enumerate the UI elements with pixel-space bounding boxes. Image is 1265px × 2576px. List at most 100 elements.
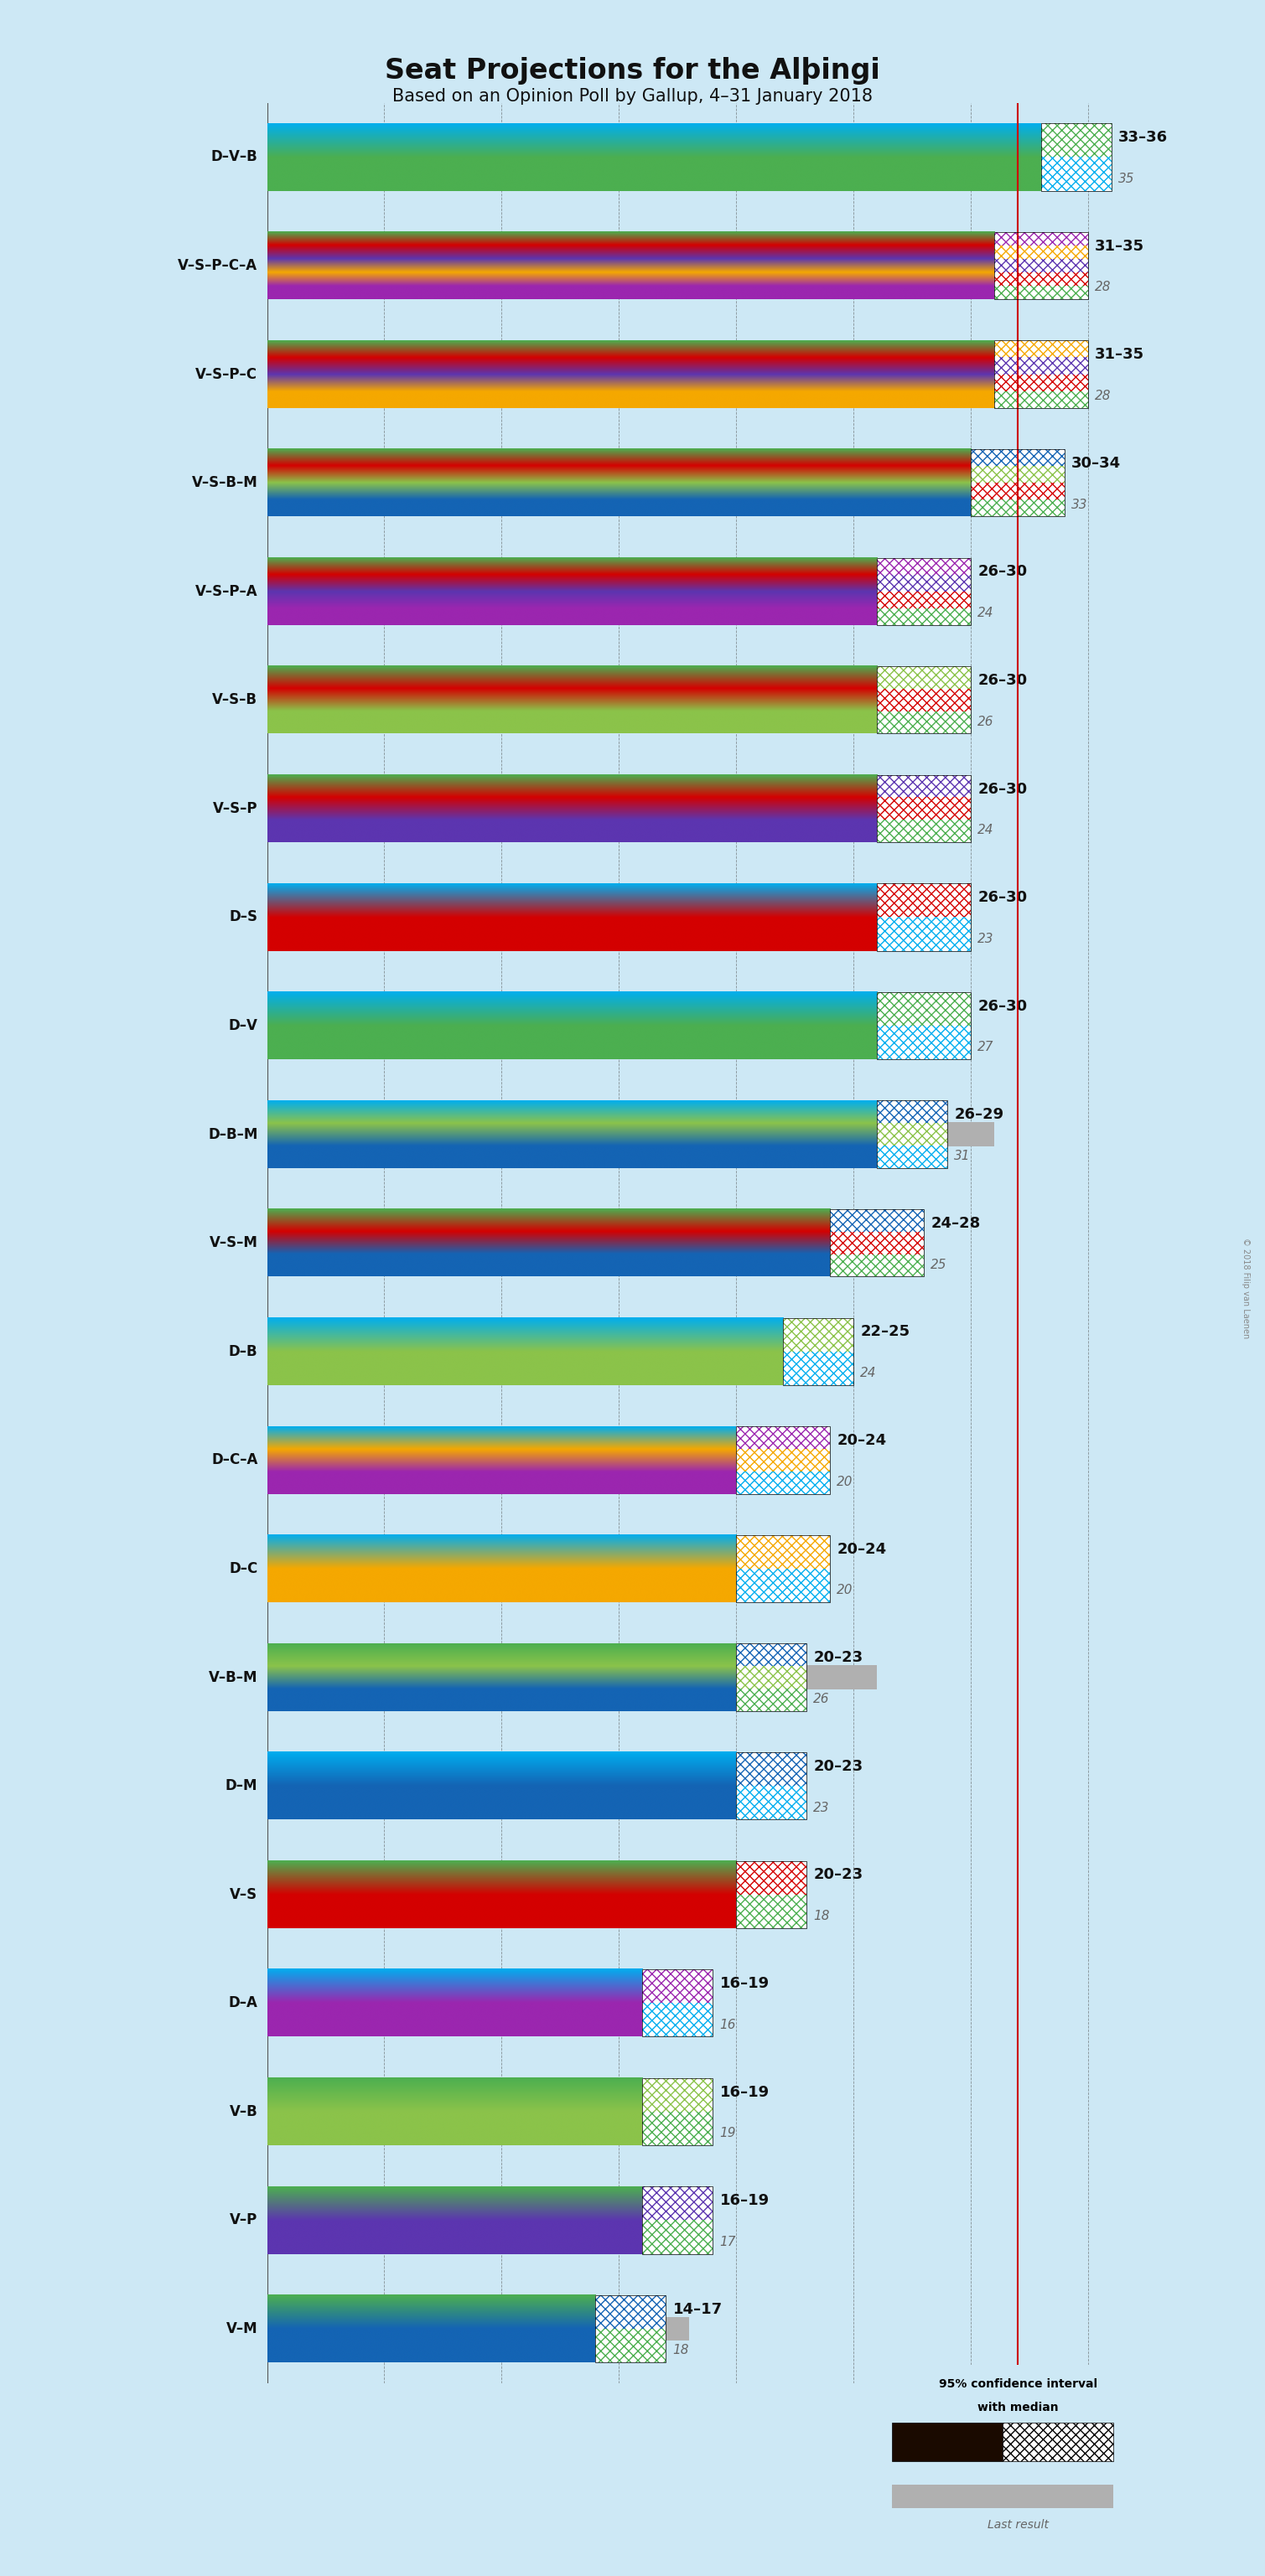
Text: V–S–P–C–A: V–S–P–C–A (178, 258, 258, 273)
Text: 27: 27 (978, 1041, 994, 1054)
Bar (267, 363, 923, 386)
Bar (267, 688, 877, 711)
Text: 26–29: 26–29 (954, 1108, 1003, 1123)
Bar (994, 286, 1088, 299)
Bar (1003, 2421, 1113, 2463)
Bar (877, 667, 970, 688)
Text: V–S–P: V–S–P (213, 801, 258, 817)
Bar (877, 799, 970, 819)
Text: 24: 24 (860, 1368, 877, 1381)
Bar (970, 466, 1064, 482)
Text: 26: 26 (978, 716, 994, 729)
Bar (877, 1025, 970, 1059)
Text: D–V–B: D–V–B (211, 149, 258, 165)
Text: 26–30: 26–30 (978, 781, 1027, 796)
Bar (877, 574, 970, 592)
Bar (736, 1471, 830, 1494)
Bar (994, 245, 1088, 258)
Text: D–M: D–M (225, 1777, 258, 1793)
Text: 35: 35 (1118, 173, 1135, 185)
Text: 26–30: 26–30 (978, 672, 1027, 688)
Bar (830, 1255, 923, 1278)
Bar (736, 1569, 830, 1602)
Bar (830, 1255, 923, 1278)
Bar (736, 1535, 830, 1602)
Bar (643, 2112, 712, 2146)
Bar (736, 1893, 806, 1927)
Bar (877, 592, 970, 608)
Bar (736, 1785, 806, 1819)
Bar (267, 144, 1088, 170)
Bar (877, 711, 970, 734)
Bar (267, 2208, 665, 2233)
Text: V–S–M: V–S–M (209, 1236, 258, 1249)
Bar (877, 1123, 947, 1146)
Bar (877, 1100, 947, 1123)
Bar (877, 992, 970, 1059)
Bar (596, 2329, 665, 2362)
Bar (994, 374, 1088, 392)
Bar (596, 2295, 665, 2362)
Bar (877, 884, 970, 917)
Bar (877, 819, 970, 842)
Text: V–B: V–B (229, 2105, 258, 2120)
Bar (1041, 157, 1111, 191)
Text: 20–23: 20–23 (813, 1651, 863, 1664)
Bar (970, 500, 1064, 515)
Bar (892, 2483, 1113, 2509)
Bar (877, 667, 970, 688)
Bar (877, 574, 970, 592)
Bar (994, 273, 1088, 286)
Bar (643, 2079, 712, 2146)
Text: 33: 33 (1071, 497, 1088, 510)
Bar (994, 273, 1088, 286)
Bar (736, 1569, 830, 1602)
Text: 22–25: 22–25 (860, 1324, 910, 1340)
Bar (267, 580, 830, 603)
Bar (994, 358, 1088, 374)
Text: 18: 18 (813, 1909, 830, 1922)
Bar (1041, 124, 1111, 157)
Text: 30–34: 30–34 (1071, 456, 1121, 471)
Bar (267, 1991, 643, 2014)
Bar (736, 1643, 806, 1667)
Text: 26–30: 26–30 (978, 999, 1027, 1015)
Text: V–S–P–C: V–S–P–C (196, 366, 258, 381)
Bar (643, 2187, 712, 2254)
Text: 28: 28 (1094, 389, 1111, 402)
Text: 28: 28 (1094, 281, 1111, 294)
Text: 20: 20 (837, 1476, 854, 1489)
Text: 24–28: 24–28 (931, 1216, 980, 1231)
Text: 20–24: 20–24 (837, 1432, 887, 1448)
Bar (877, 688, 970, 711)
Bar (783, 1319, 854, 1352)
Bar (736, 1535, 830, 1569)
Bar (267, 1664, 877, 1690)
Bar (970, 482, 1064, 500)
Bar (643, 1971, 712, 2038)
Bar (877, 608, 970, 626)
Bar (877, 819, 970, 842)
Bar (736, 1687, 806, 1710)
Bar (877, 775, 970, 842)
Bar (994, 340, 1088, 358)
Text: 17: 17 (720, 2236, 736, 2249)
Bar (736, 1427, 830, 1448)
Bar (736, 1448, 830, 1471)
Text: 14–17: 14–17 (673, 2303, 722, 2316)
Bar (877, 1146, 947, 1167)
Bar (970, 500, 1064, 515)
Bar (994, 232, 1088, 299)
Bar (877, 559, 970, 574)
Text: D–C–A: D–C–A (211, 1453, 258, 1468)
Bar (736, 1860, 806, 1893)
Bar (877, 917, 970, 951)
Text: 23: 23 (813, 1801, 830, 1814)
Bar (877, 608, 970, 626)
Text: with median: with median (978, 2401, 1059, 2414)
Bar (736, 1752, 806, 1785)
Text: © 2018 Filip van Laenen: © 2018 Filip van Laenen (1242, 1236, 1250, 1340)
Bar (736, 1535, 830, 1569)
Bar (1041, 124, 1111, 157)
Bar (643, 2187, 712, 2221)
